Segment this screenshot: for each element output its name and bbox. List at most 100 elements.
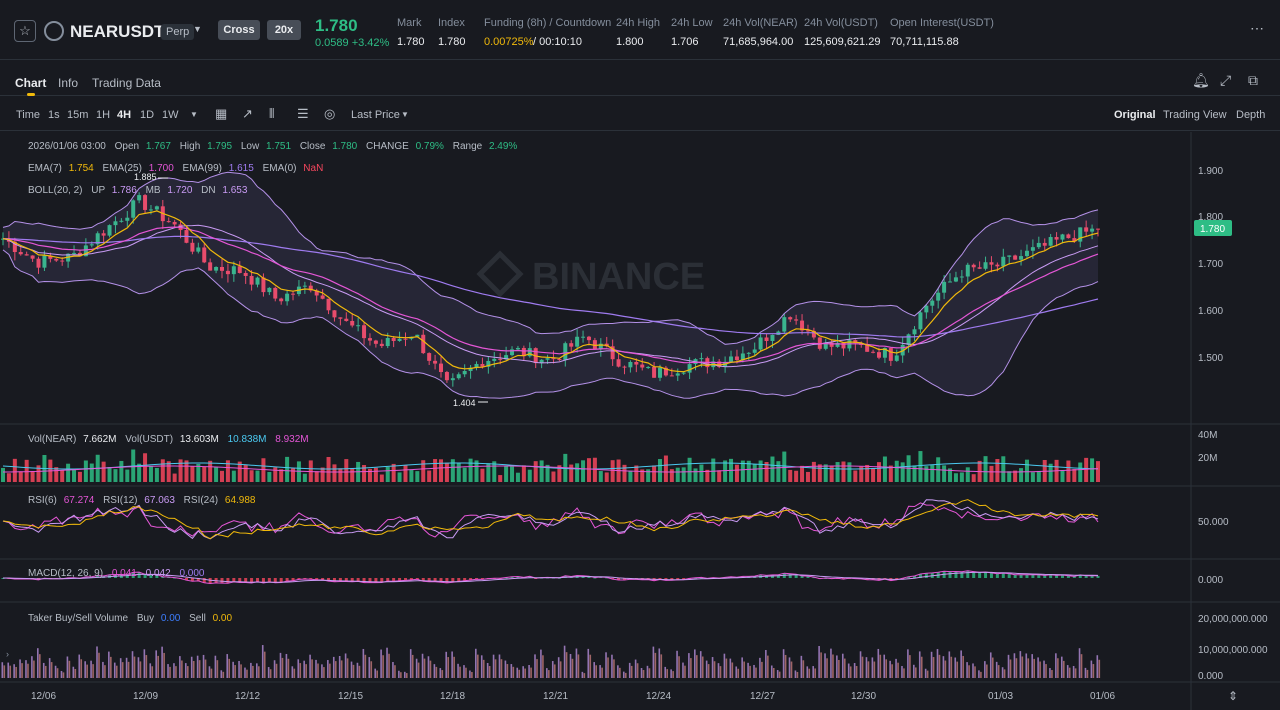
- taker-sell-bar: [968, 665, 970, 678]
- symbol-name[interactable]: NEARUSDT: [70, 22, 165, 41]
- auto-scale-icon[interactable]: ⇕: [1228, 689, 1238, 703]
- macd-histogram-bar: [309, 578, 313, 580]
- indicators-icon[interactable]: ↗: [242, 106, 253, 121]
- taker-buy-bar: [457, 663, 459, 678]
- macd-histogram-bar: [137, 572, 141, 578]
- interval-1h[interactable]: 1H: [96, 109, 111, 121]
- price-chart[interactable]: BINANCE 1.885 1.404 1.900 1.800 1.700 1.…: [0, 132, 1280, 710]
- view-depth[interactable]: Depth: [1236, 109, 1266, 121]
- interval-4h[interactable]: 4H: [117, 109, 132, 121]
- time-label[interactable]: Time: [16, 109, 41, 121]
- taker-sell-bar: [903, 668, 905, 678]
- taker-sell-bar: [583, 673, 586, 678]
- leverage-button[interactable]: 20x: [267, 20, 301, 40]
- collapse-panel-icon[interactable]: ›: [6, 649, 9, 659]
- macd-histogram-bar: [285, 578, 289, 582]
- view-trading-view[interactable]: Trading View: [1163, 109, 1227, 121]
- stat-mark-label: Mark: [397, 17, 422, 29]
- fullscreen-icon[interactable]: ⤢: [1220, 72, 1232, 88]
- tab-info[interactable]: Info: [58, 76, 79, 90]
- taker-buy-bar: [279, 652, 282, 678]
- price-alert-bell-icon[interactable]: 🔔︎: [1192, 72, 1210, 88]
- macd-histogram-bar: [143, 574, 147, 578]
- taker-sell-bar: [938, 654, 941, 678]
- crosshair-icon[interactable]: ◎: [324, 106, 336, 121]
- price-source-chevron-icon[interactable]: ▼: [401, 110, 409, 119]
- volume-bar: [900, 462, 905, 482]
- volume-bar: [800, 465, 805, 482]
- stat-oi-label[interactable]: Open Interest(USDT): [890, 17, 994, 29]
- candle-body: [1024, 250, 1029, 257]
- taker-axis-label: 20,000,000.000: [1198, 614, 1268, 625]
- tab-chart[interactable]: Chart: [15, 76, 47, 90]
- interval-dropdown-icon[interactable]: ▼: [190, 110, 198, 119]
- volume-bar: [291, 468, 296, 482]
- volume-bar: [190, 466, 195, 482]
- taker-buy-bar: [753, 664, 755, 678]
- volume-bar: [705, 469, 710, 482]
- volume-bar: [415, 471, 420, 482]
- taker-sell-bar: [1051, 670, 1053, 678]
- macd-histogram-bar: [1031, 574, 1035, 578]
- macd-histogram-bar: [966, 570, 970, 578]
- taker-buy-bar: [883, 654, 886, 678]
- volume-bar: [959, 472, 964, 482]
- volume-bar: [953, 473, 958, 482]
- date-axis-label: 12/27: [750, 691, 775, 702]
- tab-trading-data[interactable]: Trading Data: [92, 76, 161, 90]
- taker-buy-bar: [250, 662, 252, 678]
- volume-bar: [569, 464, 574, 482]
- macd-histogram-bar: [617, 578, 621, 580]
- macd-histogram-bar: [279, 578, 283, 583]
- high-marker: 1.885: [134, 172, 168, 182]
- interval-1d[interactable]: 1D: [140, 109, 155, 121]
- candle-body: [279, 298, 284, 302]
- volume-bar: [995, 459, 1000, 482]
- calendar-icon[interactable]: ▦: [215, 106, 228, 121]
- macd-histogram-bar: [913, 576, 917, 578]
- chart-type-icon[interactable]: ⫴: [269, 106, 275, 121]
- date-axis-label: 12/09: [133, 691, 158, 702]
- taker-buy-bar: [782, 649, 785, 678]
- taker-buy-bar: [137, 657, 140, 678]
- favorite-star-icon[interactable]: ☆: [14, 20, 36, 42]
- taker-buy-bar: [125, 657, 128, 678]
- interval-1s[interactable]: 1s: [48, 109, 60, 121]
- taker-sell-bar: [684, 665, 686, 678]
- taker-sell-bar: [157, 655, 159, 678]
- macd-histogram-bar: [303, 578, 307, 579]
- more-options-icon[interactable]: ⋯: [1250, 20, 1264, 36]
- interval-1w[interactable]: 1W: [162, 109, 179, 121]
- taker-sell-bar: [915, 667, 917, 678]
- taker-sell-bar: [654, 652, 657, 678]
- candle-body: [1030, 247, 1035, 251]
- macd-histogram-bar: [972, 571, 976, 578]
- price-source-select[interactable]: Last Price: [351, 109, 400, 121]
- popout-icon[interactable]: ⧉: [1248, 72, 1258, 88]
- taker-sell-bar: [920, 656, 923, 678]
- interval-15m[interactable]: 15m: [67, 109, 89, 121]
- taker-sell-bar: [9, 665, 12, 678]
- taker-buy-bar: [546, 668, 548, 678]
- candle-body: [439, 363, 443, 373]
- candle-body: [397, 338, 402, 342]
- margin-mode-button[interactable]: Cross: [218, 20, 260, 40]
- candle-body: [592, 340, 597, 350]
- volume-bar: [521, 465, 526, 482]
- volume-bar: [119, 460, 124, 482]
- volume-bar: [723, 460, 728, 482]
- stat-high-value: 1.800: [616, 36, 644, 48]
- taker-buy-bar: [321, 664, 323, 678]
- taker-buy-bar: [930, 651, 933, 678]
- taker-buy-bar: [78, 654, 81, 678]
- view-original[interactable]: Original: [1114, 109, 1156, 121]
- stat-index-label[interactable]: Index: [438, 17, 465, 29]
- settings-sliders-icon[interactable]: ☰: [297, 106, 309, 121]
- symbol-dropdown-chevron-icon[interactable]: ▼: [193, 24, 202, 34]
- macd-histogram-bar: [238, 578, 242, 583]
- taker-sell-bar: [619, 667, 621, 678]
- macd-histogram-bar: [676, 578, 680, 580]
- taker-buy-bar: [54, 665, 57, 678]
- candle-body: [515, 347, 520, 350]
- taker-buy-bar: [332, 656, 335, 678]
